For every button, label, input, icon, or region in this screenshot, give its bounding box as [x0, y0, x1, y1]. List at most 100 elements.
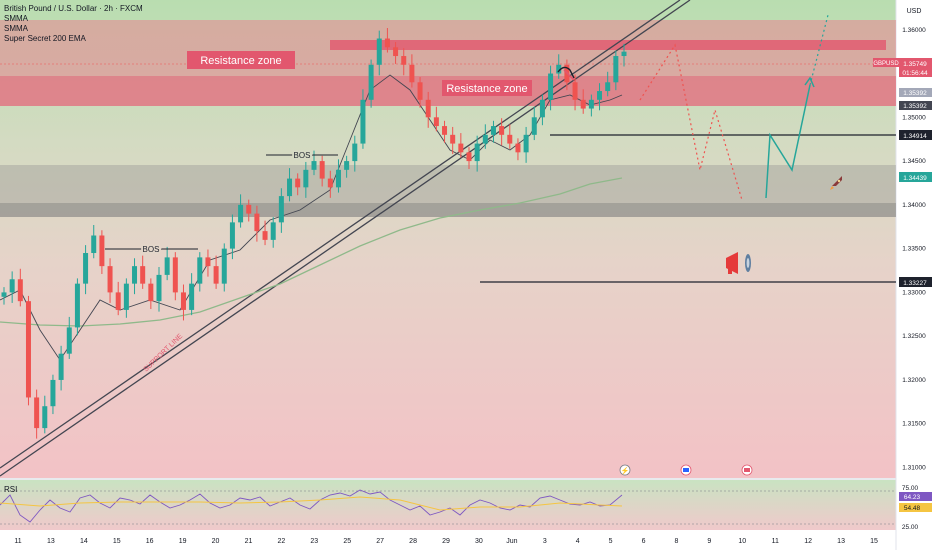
y-tick-label: 1.33500	[902, 246, 926, 253]
x-tick-label: 30	[475, 538, 483, 545]
x-tick-label: 29	[442, 538, 450, 545]
resistance-band[interactable]	[330, 40, 886, 50]
chart-legend[interactable]: British Pound / U.S. Dollar · 2h · FXCM …	[4, 4, 143, 44]
y-tick-label: 1.34000	[902, 202, 926, 209]
last-price-badge[interactable]	[899, 58, 932, 77]
candle-body	[613, 56, 619, 83]
time-axis-background[interactable]	[0, 530, 896, 550]
megaphone-icon[interactable]	[726, 252, 751, 274]
candle-body	[417, 82, 423, 100]
x-tick-label: 8	[675, 538, 679, 545]
candle-body	[531, 117, 537, 135]
candle-body	[270, 222, 276, 240]
projection-arrow-head	[804, 76, 815, 88]
support-zone-dark[interactable]	[0, 203, 896, 217]
price-badge-b1	[899, 88, 932, 97]
candle-body	[287, 178, 293, 197]
last-price-text: 1.35749	[903, 61, 927, 68]
indicator-ema-200[interactable]: Super Secret 200 EMA	[4, 34, 86, 43]
support-zone[interactable]	[0, 165, 896, 217]
candle-body	[156, 274, 162, 302]
price-badge-b2-text: 1.35392	[903, 103, 927, 110]
x-tick-label: 20	[212, 538, 220, 545]
candle-body	[344, 161, 350, 170]
x-tick-label: 19	[179, 538, 187, 545]
event-flag-icon-1[interactable]	[680, 464, 692, 476]
symbol-title[interactable]: British Pound / U.S. Dollar · 2h · FXCM	[4, 4, 143, 13]
candle-body	[50, 379, 56, 407]
y-tick-label: 1.32500	[902, 333, 926, 340]
candle-body	[327, 178, 333, 188]
x-tick-label: 14	[80, 538, 88, 545]
y-tick-label: 1.31000	[902, 464, 926, 471]
candle-body	[556, 64, 562, 74]
candle-body	[433, 117, 439, 127]
level-badge-3-text: 1.33227	[903, 280, 927, 287]
candle-body	[189, 283, 195, 310]
candle-body	[140, 266, 146, 284]
candle-body	[548, 73, 554, 100]
x-tick-label: 15	[870, 538, 878, 545]
x-tick-label: 11	[14, 538, 21, 545]
hook-icon[interactable]	[557, 66, 575, 81]
rsi-ma-line[interactable]	[0, 496, 623, 511]
x-tick-label: 15	[113, 538, 121, 545]
y-tick-label: 1.35000	[902, 114, 926, 121]
x-tick-label: 9	[707, 538, 711, 545]
candle-body	[482, 134, 488, 144]
candle-body	[515, 143, 521, 153]
price-badge-b2	[899, 101, 932, 110]
event-icon-bolt[interactable]: ⚡	[619, 464, 631, 476]
projection-solid[interactable]	[765, 84, 811, 199]
candles-group[interactable]	[1, 28, 627, 439]
bos-label-upper: BOS	[294, 151, 311, 160]
candle-body	[229, 222, 235, 249]
x-tick-label: 28	[409, 538, 417, 545]
projection-dotted-a[interactable]	[639, 43, 743, 201]
candle-body	[123, 283, 129, 310]
candle-body	[450, 134, 456, 144]
candle-body	[360, 99, 366, 144]
candle-body	[319, 161, 325, 179]
y-tick-label: 1.36000	[902, 27, 926, 34]
candle-body	[25, 301, 31, 398]
candle-body	[238, 204, 244, 223]
candle-body	[458, 143, 464, 153]
candle-body	[180, 292, 186, 310]
rocket-icon[interactable]	[830, 176, 842, 190]
candle-body	[42, 406, 48, 429]
y-tick-label: 1.34500	[902, 158, 926, 165]
candle-body	[164, 257, 170, 275]
price-badge-b1-text: 1.35392	[903, 90, 927, 97]
event-flag-icon-2[interactable]	[741, 464, 753, 476]
candle-body	[409, 64, 415, 83]
candle-body	[425, 99, 431, 118]
candle-body	[597, 91, 603, 100]
resistance-label-right-box[interactable]	[442, 80, 532, 96]
level-badge-2	[899, 172, 932, 182]
x-tick-label: 10	[738, 538, 746, 545]
rsi-tick-75: 75.00	[902, 485, 919, 492]
candle-body	[605, 82, 611, 92]
candle-body	[221, 248, 227, 284]
candle-body	[376, 38, 382, 65]
ema-200-line[interactable]	[0, 177, 623, 327]
x-tick-label: 3	[543, 538, 547, 545]
y-tick-label: 1.31500	[902, 421, 926, 428]
projection-dotted-b[interactable]	[809, 14, 829, 86]
candle-body	[66, 327, 72, 354]
indicator-smma-2[interactable]: SMMA	[4, 24, 28, 33]
x-tick-label: 12	[804, 538, 812, 545]
candle-body	[213, 266, 219, 284]
x-tick-label: Jun	[506, 538, 517, 545]
x-tick-label: 23	[310, 538, 318, 545]
indicator-smma-1[interactable]: SMMA	[4, 14, 28, 23]
candle-body	[115, 292, 121, 310]
candle-body	[17, 279, 23, 302]
candle-body	[474, 143, 480, 162]
candle-body	[507, 134, 513, 144]
time-axis[interactable]: 11 13 14 15 16 19 20 21 22 23 25 27 28 29 30 Jun 3 4 5 6 8 9 1…	[14, 538, 878, 545]
resistance-label-left-box[interactable]	[187, 51, 295, 69]
level-badge-1	[899, 130, 932, 140]
